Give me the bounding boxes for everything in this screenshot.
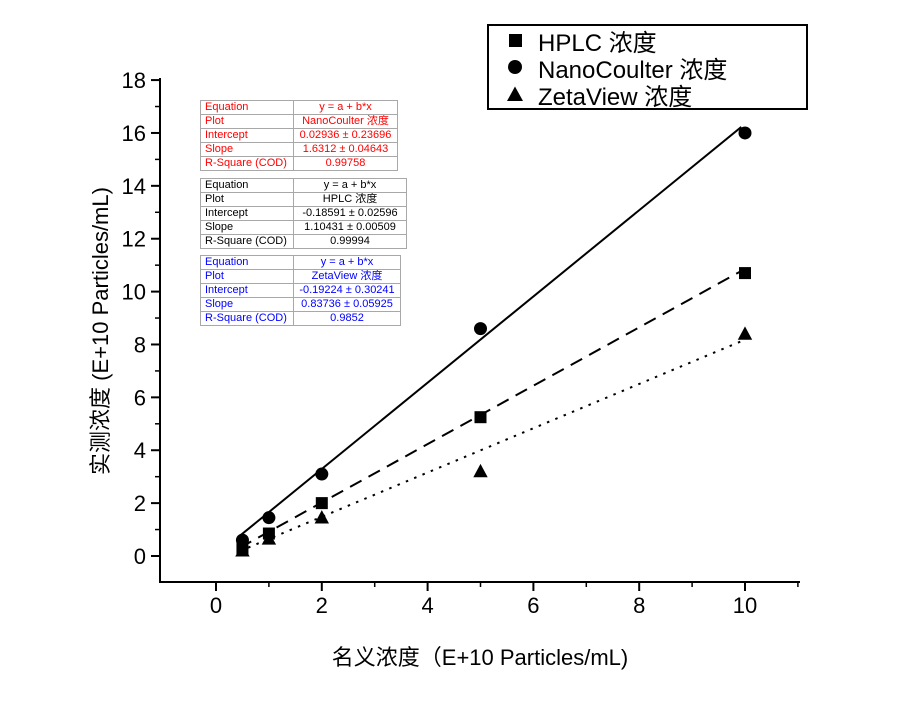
equation-row-value: 1.10431 ± 0.00509 xyxy=(293,220,407,235)
equation-row: R-Square (COD) 0.99994 xyxy=(200,234,407,249)
legend-item-hplc: HPLC 浓度 xyxy=(504,27,806,57)
equation-table-zetaview: Equation y = a + b*x Plot ZetaView 浓度 Interc… xyxy=(200,255,401,326)
equation-row: Intercept -0.18591 ± 0.02596 xyxy=(200,206,407,221)
legend-item-label: NanoCoulter 浓度 xyxy=(538,56,728,84)
equation-row-value: 0.99994 xyxy=(293,234,407,249)
fit-line-circle xyxy=(239,126,742,537)
equation-row-value: y = a + b*x xyxy=(293,178,407,193)
equation-row-label: R-Square (COD) xyxy=(200,311,294,326)
equation-row: Plot HPLC 浓度 xyxy=(200,192,407,207)
data-point-triangle xyxy=(235,543,250,557)
equation-row-value: y = a + b*x xyxy=(293,100,398,115)
equation-row-label: R-Square (COD) xyxy=(200,156,294,171)
equation-row-value: y = a + b*x xyxy=(293,255,401,270)
data-point-square xyxy=(315,497,328,510)
data-point-triangle xyxy=(737,326,753,340)
x-tick-label: 10 xyxy=(733,593,757,618)
x-tick-label: 8 xyxy=(633,593,645,618)
equation-row: Equation y = a + b*x xyxy=(200,178,407,193)
equation-row-label: Intercept xyxy=(200,206,294,221)
y-tick-label: 18 xyxy=(122,68,146,93)
square-marker-icon xyxy=(504,31,526,49)
equation-row-label: Plot xyxy=(200,192,294,207)
equation-row-value: NanoCoulter 浓度 xyxy=(293,114,398,129)
equation-row: Plot NanoCoulter 浓度 xyxy=(200,114,398,129)
y-axis-title: 实测浓度 (E+10 Particles/mL) xyxy=(88,187,113,475)
equation-row-value: ZetaView 浓度 xyxy=(293,269,401,284)
y-tick-label: 14 xyxy=(122,174,146,199)
y-tick-label: 12 xyxy=(122,227,146,252)
y-tick-label: 8 xyxy=(134,332,146,357)
equation-row-value: 0.83736 ± 0.05925 xyxy=(293,297,401,312)
equation-row: Slope 1.6312 ± 0.04643 xyxy=(200,142,398,157)
fit-line-triangle xyxy=(239,340,742,553)
equation-row: Slope 0.83736 ± 0.05925 xyxy=(200,297,401,312)
equation-row-label: Plot xyxy=(200,269,294,284)
equation-row-value: -0.19224 ± 0.30241 xyxy=(293,283,401,298)
equation-row-label: Equation xyxy=(200,178,294,193)
legend-item-label: ZetaView 浓度 xyxy=(538,83,693,111)
equation-row: Equation y = a + b*x xyxy=(200,255,401,270)
equation-row: Equation y = a + b*x xyxy=(200,100,398,115)
legend: HPLC 浓度 NanoCoulter 浓度 ZetaView 浓度 xyxy=(487,24,808,111)
data-point-triangle xyxy=(314,510,329,524)
legend-item-nanocoulter: NanoCoulter 浓度 xyxy=(504,54,806,84)
equation-row-value: 1.6312 ± 0.04643 xyxy=(293,142,398,157)
equation-row: Plot ZetaView 浓度 xyxy=(200,269,401,284)
equation-row: Intercept -0.19224 ± 0.30241 xyxy=(200,283,401,298)
x-tick-label: 0 xyxy=(210,593,222,618)
y-tick-label: 2 xyxy=(134,491,146,516)
equation-row-value: 0.9852 xyxy=(293,311,401,326)
x-axis-title: 名义浓度（E+10 Particles/mL) xyxy=(331,645,629,670)
equation-row-label: Intercept xyxy=(200,283,294,298)
y-tick-label: 6 xyxy=(134,385,146,410)
data-point-circle xyxy=(235,533,249,547)
legend-item-zetaview: ZetaView 浓度 xyxy=(504,81,806,111)
equation-row-value: 0.99758 xyxy=(293,156,398,171)
y-tick-label: 0 xyxy=(134,544,146,569)
x-tick-label: 6 xyxy=(527,593,539,618)
equation-row: Intercept 0.02936 ± 0.23696 xyxy=(200,128,398,143)
data-point-circle xyxy=(315,467,329,481)
equation-row-label: Equation xyxy=(200,255,294,270)
equation-table-nanocoulter: Equation y = a + b*x Plot NanoCoulter 浓度 Int… xyxy=(200,100,398,171)
data-point-circle xyxy=(262,511,276,525)
equation-row-value: 0.02936 ± 0.23696 xyxy=(293,128,398,143)
triangle-marker-icon xyxy=(504,85,526,103)
data-point-circle xyxy=(738,126,752,140)
y-tick-label: 10 xyxy=(122,280,146,305)
equation-row: Slope 1.10431 ± 0.00509 xyxy=(200,220,407,235)
y-tick-label: 16 xyxy=(122,121,146,146)
equation-row-label: Slope xyxy=(200,220,294,235)
x-tick-label: 4 xyxy=(421,593,433,618)
equation-row-label: Slope xyxy=(200,142,294,157)
data-point-triangle xyxy=(473,463,488,478)
data-point-square xyxy=(739,267,751,280)
equation-row-label: Equation xyxy=(200,100,294,115)
equation-row-label: Intercept xyxy=(200,128,294,143)
data-point-circle xyxy=(474,322,487,336)
equation-row: R-Square (COD) 0.9852 xyxy=(200,311,401,326)
equation-row-value: -0.18591 ± 0.02596 xyxy=(293,206,407,221)
y-tick-label: 4 xyxy=(134,438,146,463)
equation-row-label: Slope xyxy=(200,297,294,312)
equation-row-label: Plot xyxy=(200,114,294,129)
data-point-triangle xyxy=(261,531,277,545)
equation-row-label: R-Square (COD) xyxy=(200,234,294,249)
equation-row: R-Square (COD) 0.99758 xyxy=(200,156,398,171)
legend-item-label: HPLC 浓度 xyxy=(538,29,657,57)
equation-table-hplc: Equation y = a + b*x Plot HPLC 浓度 Intercept -… xyxy=(200,178,407,249)
data-point-square xyxy=(474,411,487,424)
equation-row-value: HPLC 浓度 xyxy=(293,192,407,207)
circle-marker-icon xyxy=(504,58,526,76)
x-tick-label: 2 xyxy=(316,593,328,618)
